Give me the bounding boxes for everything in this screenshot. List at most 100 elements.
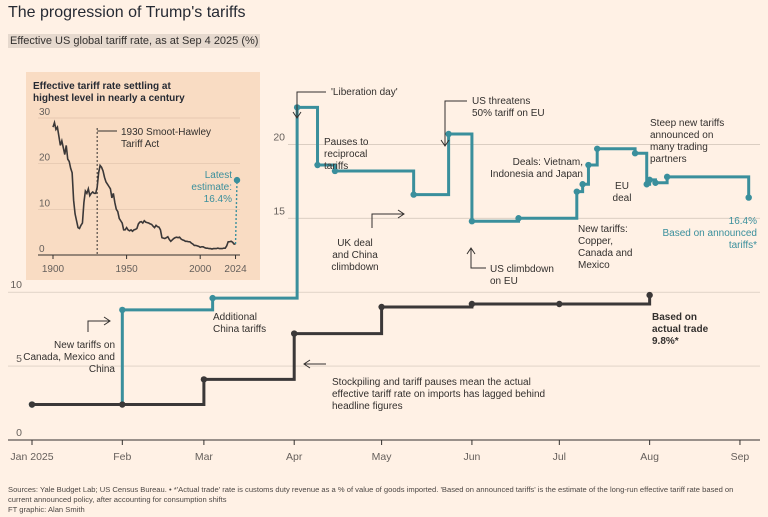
- inset-y-tick-label: 10: [39, 198, 51, 209]
- annotation-deals: Deals: Vietnam, Indonesia and Japan: [490, 157, 583, 180]
- annotation-latest-announced: 16.4% Based on announced tariffs*: [662, 216, 757, 251]
- annotation-line: China: [89, 364, 116, 375]
- annotation-line: climbdown: [331, 262, 378, 273]
- annotation-line: 9.8%*: [652, 336, 679, 347]
- data-point-announced: [573, 188, 581, 195]
- annotation-line: Copper,: [578, 236, 613, 247]
- inset-y-tick-label: 30: [39, 107, 51, 118]
- inset-series-line: [52, 119, 236, 250]
- data-point-actual: [468, 300, 476, 308]
- leader-canada: [87, 320, 110, 332]
- annotation-line: China tariffs: [213, 324, 266, 335]
- x-tick-label: Mar: [195, 451, 214, 463]
- data-point-announced: [585, 161, 592, 169]
- annotation-steep: Steep new tariffs announced on many tradin…: [650, 118, 724, 165]
- annotation-line: and China: [332, 250, 378, 261]
- annotation-eu-deal: EU deal: [613, 181, 632, 204]
- leader-threatens: [444, 100, 467, 146]
- annotation-line: EU: [615, 181, 629, 192]
- data-point-actual: [646, 291, 653, 299]
- leader-liberation-head: [292, 111, 302, 119]
- y-tick-label: 10: [10, 279, 22, 291]
- annotation-line: announced on: [650, 130, 713, 141]
- x-tick-label: May: [372, 451, 393, 463]
- annotation-line: 'Liberation day': [331, 87, 398, 98]
- inset-x-tick-label: 1900: [42, 264, 65, 275]
- annotation-line: US climbdown: [490, 264, 554, 275]
- annotation-line: Stockpiling and tariff pauses mean the a…: [332, 377, 531, 388]
- annotation-pauses: Pauses to reciprocal tariffs: [324, 137, 369, 172]
- data-point-actual: [119, 401, 126, 408]
- inset-chart: Effective tariff rate settling at highest…: [26, 72, 260, 280]
- chart-footer: Sources: Yale Budget Lab; US Census Bure…: [8, 485, 760, 515]
- leader-liberation: [296, 91, 326, 118]
- chart-subtitle: Effective US global tariff rate, as at S…: [8, 34, 261, 48]
- x-tick-label: Feb: [113, 451, 131, 463]
- annotation-line: Steep new tariffs: [650, 118, 724, 129]
- annotation-line: Based on: [652, 312, 697, 323]
- annotation-line: Canada and: [578, 248, 633, 259]
- annotation-line: Canada, Mexico and: [23, 352, 115, 363]
- annotation-liberation: 'Liberation day': [331, 87, 398, 98]
- annotation-canada: New tariffs on Canada, Mexico and China: [23, 340, 115, 375]
- x-tick-label: Jul: [553, 451, 566, 463]
- inset-x-tick-label: 1950: [115, 264, 138, 275]
- data-point-announced: [663, 173, 671, 181]
- x-tick-label: Apr: [286, 451, 303, 463]
- annotation-threatens: US threatens 50% tariff on EU: [472, 96, 545, 119]
- annotation-line: tariffs*: [729, 240, 757, 251]
- annotation-line: headline figures: [332, 401, 403, 412]
- inset-annotation-line: 1930 Smoot-Hawley: [121, 127, 211, 138]
- inset-annotation-latest: Latest estimate: 16.4%: [191, 170, 232, 205]
- annotation-line: Mexico: [578, 260, 610, 271]
- annotation-line: New tariffs on: [54, 340, 115, 351]
- annotation-latest-actual: Based on actual trade 9.8%*: [652, 312, 709, 347]
- annotation-line: Pauses to: [324, 137, 369, 148]
- inset-annotation-line: Tariff Act: [121, 139, 159, 150]
- inset-x-tick-label: 2024: [224, 264, 247, 275]
- annotation-line: US threatens: [472, 96, 530, 107]
- annotation-climbdown: US climbdown on EU: [490, 264, 554, 287]
- inset-latest-point: [233, 176, 241, 184]
- inset-annotation-line: Latest: [205, 170, 232, 181]
- x-tick-label: Jun: [463, 451, 480, 463]
- data-point-actual: [378, 303, 385, 311]
- tariff-chart: 0 5 10 15 20 Jan 2025 Feb Mar Apr May Jun Jul Aug Sep…: [8, 72, 760, 463]
- data-point-announced: [314, 161, 321, 169]
- leader-climbdown-head: [466, 247, 476, 255]
- inset-annotation-line: 16.4%: [204, 194, 232, 205]
- leader-stockpiling-head: [303, 359, 311, 369]
- annotation-line: Indonesia and Japan: [490, 169, 583, 180]
- inset-title-line: Effective tariff rate settling at: [33, 81, 171, 92]
- data-point-actual: [200, 376, 208, 383]
- data-point-announced: [593, 145, 601, 152]
- annotation-line: reciprocal: [324, 149, 367, 160]
- annotation-line: partners: [650, 154, 687, 165]
- annotation-line: 50% tariff on EU: [472, 108, 545, 119]
- source-note-cont: current announced policy, after accounti…: [8, 495, 227, 504]
- data-point-announced: [209, 294, 216, 302]
- data-point-announced: [410, 191, 417, 198]
- annotation-line: Deals: Vietnam,: [513, 157, 583, 168]
- data-point-announced: [445, 130, 452, 138]
- annotation-china: Additional China tariffs: [213, 312, 266, 335]
- annotation-line: New tariffs:: [578, 224, 628, 235]
- data-point-announced: [652, 179, 659, 186]
- leader-climbdown: [470, 248, 486, 269]
- annotation-line: on EU: [490, 276, 518, 287]
- graphic-credit: FT graphic: Alan Smith: [8, 505, 85, 514]
- inset-annotation-line: estimate:: [191, 182, 232, 193]
- annotation-line: effective tariff rate on imports has lag…: [332, 389, 545, 400]
- annotation-line: many trading: [650, 142, 708, 153]
- inset-x-tick-label: 2000: [189, 264, 212, 275]
- annotation-line: deal: [613, 193, 632, 204]
- y-tick-label: 0: [16, 427, 22, 439]
- inset-title-line: highest level in nearly a century: [33, 93, 185, 104]
- annotation-new-tariffs: New tariffs: Copper, Canada and Mexico: [578, 224, 633, 271]
- annotation-line: 16.4%: [729, 216, 757, 227]
- leader-uk-head: [397, 209, 405, 219]
- leader-uk: [371, 213, 404, 228]
- data-point-actual: [291, 330, 298, 337]
- annotation-stockpiling: Stockpiling and tariff pauses mean the a…: [332, 377, 545, 412]
- data-point-announced: [646, 176, 653, 184]
